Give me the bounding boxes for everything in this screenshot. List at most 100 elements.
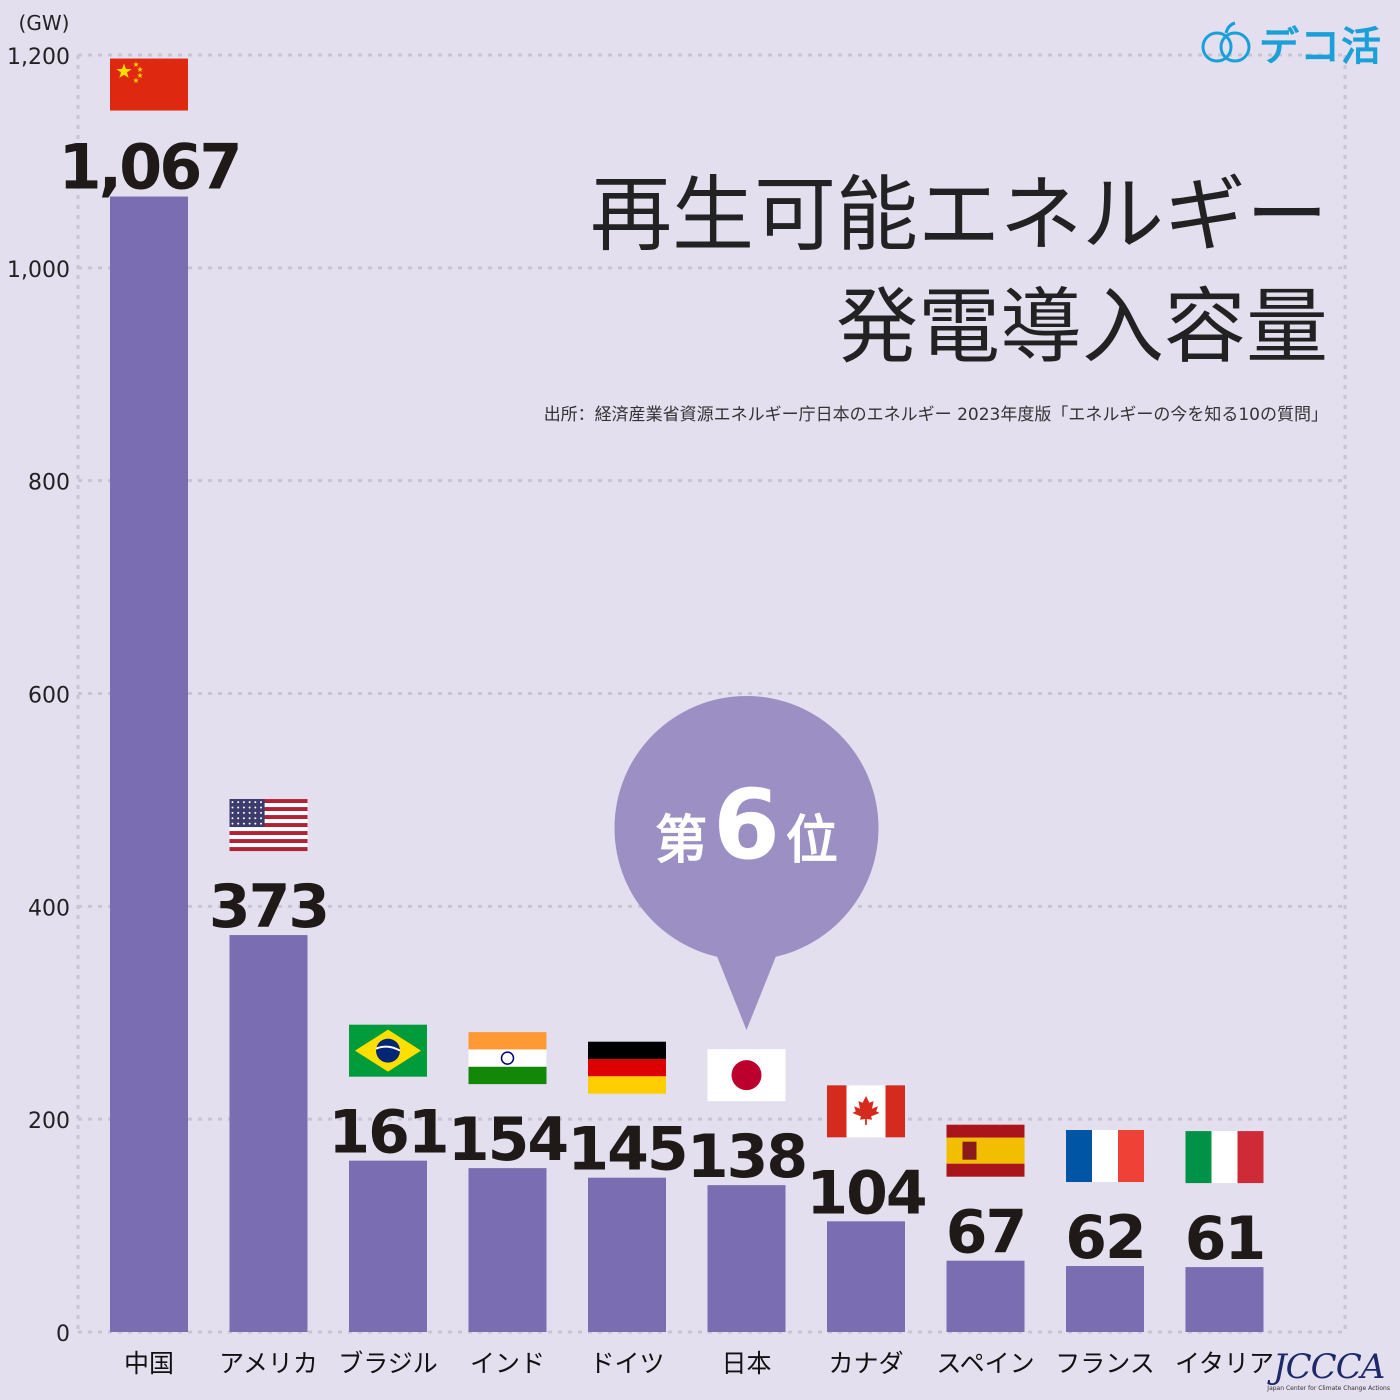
flag-part — [110, 58, 188, 111]
flag-part — [468, 1032, 547, 1050]
flag-star — [137, 66, 143, 72]
flag-wheel — [500, 1051, 515, 1065]
flag-star — [260, 806, 262, 809]
flag-star — [254, 801, 257, 804]
category-label: 中国 — [124, 1349, 174, 1378]
flag-part — [885, 1085, 905, 1138]
value-label: 145 — [567, 1115, 686, 1185]
flag-star — [248, 801, 251, 804]
organization-name: JCCCA — [1273, 1347, 1385, 1387]
value-label: 161 — [328, 1098, 447, 1168]
china-flag-icon — [110, 58, 188, 111]
flag-star — [260, 811, 262, 814]
rank-callout: 第6 位 — [614, 696, 879, 1030]
flag-part — [1092, 1130, 1118, 1183]
flag-star — [137, 72, 143, 78]
value-label: 104 — [806, 1158, 925, 1228]
flag-star — [231, 801, 234, 804]
flag-star — [237, 817, 240, 820]
bar — [349, 1160, 427, 1332]
title-line-1: 再生可能エネルギー — [589, 168, 1328, 263]
flag-star — [237, 822, 240, 825]
flag-star — [242, 801, 245, 804]
flag-maple-leaf — [852, 1096, 880, 1125]
y-tick-label: 1,000 — [7, 258, 70, 283]
flag-star — [231, 811, 234, 814]
flag-canton — [229, 799, 265, 828]
flag-stripe — [229, 815, 308, 820]
value-label: 1,067 — [58, 131, 239, 204]
flag-globe — [376, 1038, 400, 1063]
flag-star — [242, 811, 245, 814]
flag-star — [260, 822, 262, 825]
category-label: ドイツ — [589, 1349, 664, 1378]
flag-part — [1211, 1131, 1238, 1184]
rank-suffix: 位 — [786, 811, 838, 871]
flag-part — [588, 1076, 666, 1094]
rank-prefix: 第 — [655, 811, 707, 871]
flag-part — [1185, 1131, 1212, 1184]
flag-star — [231, 822, 234, 825]
flag-part — [468, 1066, 547, 1085]
flag-star — [248, 822, 251, 825]
flag-star — [260, 801, 262, 804]
value-label: 373 — [209, 872, 328, 942]
flag-stripe — [229, 831, 308, 836]
category-label: フランス — [1055, 1349, 1155, 1378]
flag-part — [588, 1041, 666, 1060]
flag-stripe — [229, 803, 308, 808]
flag-part — [468, 1049, 547, 1067]
usa-flag-icon — [229, 799, 308, 852]
y-tick-label: 200 — [28, 1109, 70, 1134]
organization-logo: JCCCA Japan Center for Climate Change Ac… — [1267, 1349, 1390, 1392]
flag-star — [133, 77, 139, 83]
category-label: 日本 — [721, 1349, 771, 1378]
flag-star — [254, 806, 257, 809]
bar — [946, 1260, 1025, 1332]
japan-flag-icon — [707, 1049, 786, 1102]
flag-star — [248, 811, 251, 814]
flag-star — [231, 817, 234, 820]
flag-stripe — [229, 811, 308, 816]
apple-outline-icon — [1201, 21, 1251, 63]
flag-star — [133, 61, 139, 67]
flag-star — [260, 817, 262, 820]
y-tick-label: 600 — [28, 684, 70, 709]
y-axis: 0 200 400 600 800 1,000 1,200 (GW) — [7, 11, 70, 1347]
flag-star — [237, 806, 240, 809]
spain-flag-icon — [946, 1124, 1025, 1177]
flag-part — [946, 1137, 1025, 1164]
brazil-flag-icon — [349, 1024, 427, 1077]
y-tick-label: 800 — [28, 471, 70, 496]
flag-star — [248, 817, 251, 820]
flag-stripe — [229, 827, 308, 832]
bar — [827, 1221, 905, 1332]
category-label: ブラジル — [338, 1349, 438, 1378]
bar — [707, 1185, 786, 1332]
flag-star — [242, 822, 245, 825]
flag-star — [237, 801, 240, 804]
y-tick-label: 0 — [56, 1322, 70, 1347]
y-axis-unit: (GW) — [19, 11, 70, 35]
flag-star — [254, 817, 257, 820]
bar — [110, 196, 188, 1332]
rank-label: 第6 位 — [655, 769, 838, 881]
y-tick-label: 400 — [28, 896, 70, 921]
brand-logo: デコ活 — [1201, 14, 1382, 72]
brand-name: デコ活 — [1259, 24, 1382, 70]
category-label: カナダ — [828, 1349, 903, 1378]
value-label: 67 — [946, 1198, 1026, 1268]
flag-star — [237, 811, 240, 814]
flag-part — [1118, 1130, 1144, 1183]
flag-stripe — [229, 847, 308, 852]
value-label: 62 — [1065, 1203, 1145, 1273]
flag-stripe — [229, 843, 308, 848]
flag-band — [375, 1045, 401, 1052]
flag-sun — [731, 1060, 762, 1091]
germany-flag-icon — [588, 1041, 666, 1094]
flag-part — [946, 1163, 1025, 1177]
bar — [1066, 1266, 1144, 1332]
flag-part — [827, 1085, 847, 1138]
bar — [229, 935, 308, 1332]
